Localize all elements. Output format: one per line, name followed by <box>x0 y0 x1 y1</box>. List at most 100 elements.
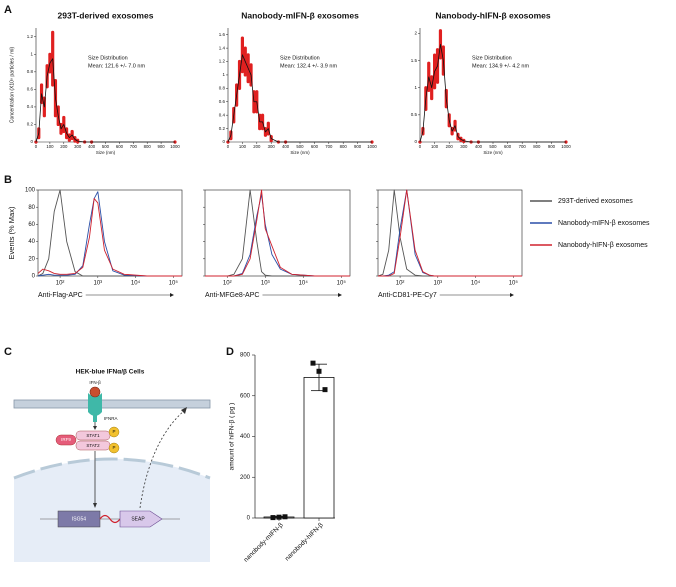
data-point <box>270 515 276 521</box>
ligand-label: IFN-β <box>89 380 101 385</box>
arrowhead <box>93 426 97 430</box>
arrowhead <box>170 293 174 297</box>
receptor-stem <box>93 412 97 422</box>
panel-label: B <box>4 174 12 186</box>
y-axis-label: Concentration (X10⁸ particles / ml) <box>9 47 15 124</box>
x-tick-label: 300 <box>268 144 276 149</box>
irf9 <box>55 434 77 446</box>
chart-title: 293T-derived exosomes <box>58 10 154 20</box>
x-tick-label: 10² <box>223 281 232 287</box>
y-tick-label: 0 <box>414 139 417 144</box>
phospho-label: P <box>112 429 115 434</box>
y-tick-label: 800 <box>240 353 251 359</box>
data-point <box>316 368 322 374</box>
y-tick-label: 600 <box>240 393 251 399</box>
stat2-label: STAT2 <box>86 443 100 448</box>
x-tick-label: nanobody-mIFN-β <box>243 522 285 564</box>
x-tick-label: 1000 <box>367 144 377 149</box>
x-tick-label: 900 <box>158 144 166 149</box>
y-tick-label: 0.8 <box>27 69 34 74</box>
panel-label: A <box>4 4 12 16</box>
x-tick-label: 800 <box>340 144 348 149</box>
annotation: Mean: 121.6 +/- 7.0 nm <box>88 63 145 69</box>
arrowhead <box>510 293 514 297</box>
nucleus <box>14 459 210 562</box>
x-tick-label: 10³ <box>261 281 270 287</box>
x-tick-label: 100 <box>431 144 439 149</box>
chart: 10² 10³ 10⁴ 10⁵ Anti-MFGe8-APC <box>203 189 351 299</box>
x-tick-label: 10⁴ <box>299 280 309 287</box>
y-tick-label: 100 <box>25 188 36 194</box>
x-tick-label: 300 <box>460 144 468 149</box>
x-axis-label: Size (nm) <box>483 150 503 155</box>
phospho-label: P <box>112 445 115 450</box>
x-tick-label: 400 <box>282 144 290 149</box>
chart-title: Nanobody-hIFN-β exosomes <box>435 10 551 20</box>
x-tick-label: 600 <box>116 144 124 149</box>
y-tick-label: 0 <box>32 274 36 280</box>
x-tick-label: 10⁴ <box>471 280 481 287</box>
panel-label: D <box>226 346 234 358</box>
legend-label: 293T-derived exosomes <box>558 198 633 205</box>
series-line <box>419 43 566 143</box>
x-tick-label: 1000 <box>170 144 180 149</box>
x-tick-label: 900 <box>548 144 556 149</box>
x-tick-label: 0 <box>227 144 230 149</box>
plot-frame <box>204 189 351 277</box>
y-tick-label: 0 <box>30 139 33 144</box>
nuclear-membrane <box>13 457 211 480</box>
y-tick-label: 0.4 <box>219 112 226 117</box>
y-tick-label: 1.4 <box>219 45 226 50</box>
stat1 <box>75 430 111 441</box>
y-tick-label: 1.2 <box>27 34 34 39</box>
x-axis-label: Size (nm) <box>290 150 310 155</box>
diagram: HEK-blue IFNα/β Cells IFN-β IFNRA STAT1 … <box>13 369 211 562</box>
series-line <box>35 58 175 143</box>
promoter <box>99 514 121 524</box>
x-tick-label: 600 <box>504 144 512 149</box>
annotation: Mean: 134.9 +/- 4.2 nm <box>472 63 529 69</box>
y-tick-label: 0.2 <box>27 122 34 127</box>
x-tick-label: 10³ <box>93 281 102 287</box>
x-tick-label: 600 <box>311 144 319 149</box>
y-axis-label: Events (% Max) <box>7 206 16 259</box>
series-line <box>37 198 182 277</box>
secretion-arrow <box>139 409 186 509</box>
y-tick-label: 1.5 <box>411 58 418 63</box>
data-point <box>322 387 328 393</box>
x-tick-label: 400 <box>475 144 483 149</box>
chart: 0 200 400 600 800 amount of hIFN-β ( pg ) nano… <box>229 353 335 564</box>
x-axis-label: Size (nm) <box>96 150 116 155</box>
y-tick-label: 0 <box>247 516 251 522</box>
arrowhead <box>93 503 97 508</box>
x-tick-label: 700 <box>519 144 527 149</box>
x-tick-label: 0 <box>419 144 422 149</box>
y-tick-label: 1 <box>222 72 225 77</box>
chart: 0 0.2 0.4 0.6 0.8 1 1.2 1.4 1.6 0 100 200 300 400 500 6… <box>219 10 378 155</box>
x-axis-label: Anti-MFGe8-APC <box>205 292 259 299</box>
x-tick-label: 1000 <box>561 144 571 149</box>
x-tick-label: 0 <box>35 144 38 149</box>
chart: 0 20 40 60 80 100 10² 10³ 10⁴ 10⁵ Anti-Flag-APC Eve… <box>7 188 650 299</box>
chart: 0 0.5 1 1.5 2 0 100 200 300 400 500 600 700 800 900 100… <box>411 10 572 155</box>
x-tick-label: 900 <box>354 144 362 149</box>
y-tick-label: 200 <box>240 475 251 481</box>
series-line <box>378 189 522 277</box>
chart: 10² 10³ 10⁴ 10⁵ Anti-CD81-PE-Cy7 <box>376 189 523 299</box>
x-tick-label: 200 <box>253 144 261 149</box>
x-axis-label: Anti-Flag-APC <box>38 292 83 299</box>
x-tick-label: nanobody-hIFN-β <box>284 522 325 563</box>
y-tick-label: 20 <box>28 256 35 262</box>
x-tick-label: 500 <box>296 144 304 149</box>
x-tick-label: 200 <box>60 144 68 149</box>
x-axis-label: Anti-CD81-PE-Cy7 <box>378 292 437 299</box>
legend-label: Nanobody-mIFN-β exosomes <box>558 220 650 227</box>
x-tick-label: 10⁴ <box>131 280 141 287</box>
x-tick-label: 10³ <box>433 281 442 287</box>
y-tick-label: 1 <box>414 85 417 90</box>
y-tick-label: 0.6 <box>219 99 226 104</box>
gene-label: ISG54 <box>72 516 86 522</box>
y-tick-label: 0 <box>222 139 225 144</box>
x-tick-label: 400 <box>88 144 96 149</box>
